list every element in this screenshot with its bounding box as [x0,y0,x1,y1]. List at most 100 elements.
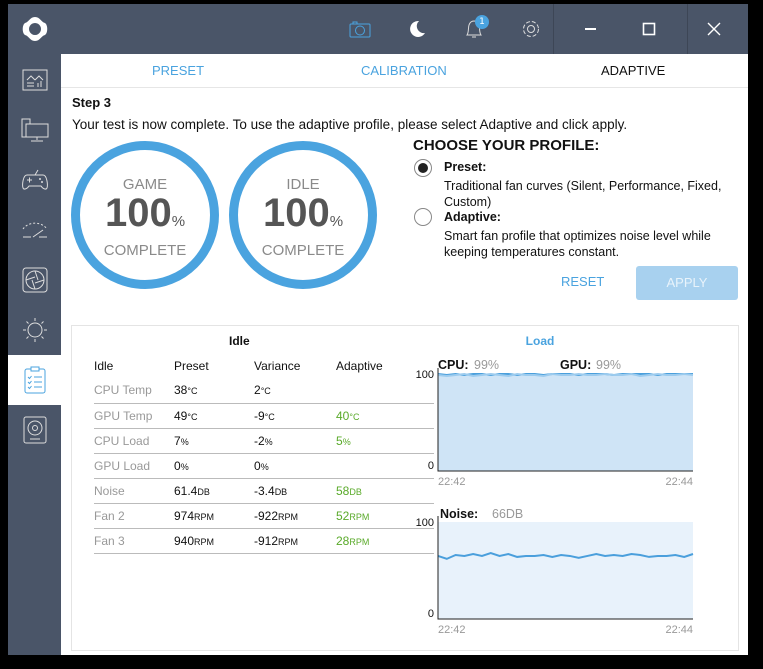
table-title: Idle [229,334,250,348]
step-message: Your test is now complete. To use the ad… [72,117,628,132]
cell-value: -912 [254,533,279,548]
cell-unit: °C [187,386,198,397]
cell-unit: DB [274,486,288,497]
gear-icon [523,21,539,37]
cell-value: 28 [336,533,350,548]
cell-value: -922 [254,508,279,523]
sidebar-item-adaptive[interactable] [8,355,61,405]
cell: 0% [174,453,254,479]
cell: 28RPM [336,528,434,554]
cell-unit: % [180,461,189,472]
sidebar-item-performance[interactable] [8,205,61,255]
cell-unit: DB [197,486,210,497]
cell: 2°C [254,378,336,404]
cell-unit: % [260,461,269,472]
cell-value: -2 [254,433,265,448]
column-header: Preset [174,359,209,373]
screenshot-button[interactable] [335,4,385,54]
dark-mode-button[interactable] [392,4,442,54]
cell: 61.4DB [174,478,254,504]
results-table: Idle Preset Variance Adaptive CPU Temp 38°C 2°… [94,354,434,554]
adaptive-radio[interactable] [414,208,432,226]
bell-icon [466,20,482,38]
cell-value: 38 [174,383,188,398]
step-title: Step 3 [72,95,112,110]
idle-progress-ring: IDLE 100% COMPLETE [229,141,377,289]
cell-unit: DB [349,486,362,497]
metric-label: GPU: [560,358,591,372]
cell-value: -3.4 [254,483,275,498]
close-button[interactable] [689,4,739,54]
cell-unit: °C [349,411,360,422]
table-row: GPU Temp 49°C -9°C 40°C [94,403,434,429]
maximize-icon [642,22,656,36]
reset-button[interactable]: RESET [561,274,605,289]
column-header: Idle [94,359,114,373]
table-row: CPU Load 7% -2% 5% [94,428,434,454]
tab-calibration[interactable]: CALIBRATION [361,63,447,78]
cell: -3.4DB [254,478,336,504]
row-label: Fan 3 [94,528,174,554]
preset-option-title: Preset: [444,160,487,174]
metric-value: 99% [596,358,621,372]
cell-unit: RPM [194,511,215,522]
cell-unit: RPM [194,536,215,547]
sidebar-item-fan[interactable] [8,255,61,305]
metric-value: 66DB [492,507,523,521]
settings-button[interactable] [506,4,556,54]
metric-label: CPU: [438,358,469,372]
sidebar-item-gaming[interactable] [8,155,61,205]
sidebar-item-lighting[interactable] [8,305,61,355]
series-line [437,551,694,560]
cell-value: 52 [336,508,350,523]
adaptive-option-title: Adaptive: [444,210,501,224]
app-logo-icon [8,4,61,54]
ring-value: 100 [262,191,330,235]
sidebar-item-audio[interactable] [8,405,61,455]
tab-adaptive[interactable]: ADAPTIVE [601,63,666,78]
cell-value: 49 [174,408,188,423]
cell-unit: % [264,436,273,447]
y-tick-label: 0 [428,608,434,620]
results-panel: Idle Idle Preset Variance Adaptive CPU Temp 3… [71,325,739,651]
cell-value: 58 [336,483,350,498]
cell-value: 5 [336,433,343,448]
notification-badge: 1 [475,15,489,29]
cell-unit: RPM [278,536,299,547]
apply-button[interactable]: APPLY [636,266,738,300]
cell-unit: RPM [349,536,370,547]
preset-radio[interactable] [414,159,432,177]
y-tick-label: 100 [416,517,434,529]
x-tick-label: 22:44 [665,624,693,636]
cell-value: -9 [254,408,265,423]
sidebar-item-monitor[interactable] [8,105,61,155]
cell: 974RPM [174,503,254,529]
y-tick-label: 100 [416,369,434,381]
x-tick-label: 22:42 [438,476,466,488]
cell: 7% [174,428,254,454]
maximize-button[interactable] [624,4,674,54]
cell: -912RPM [254,528,336,554]
cell-unit: RPM [278,511,299,522]
notifications-button[interactable]: 1 [449,4,499,54]
sidebar [8,4,61,655]
cell: 5% [336,428,434,454]
sidebar-item-dashboard[interactable] [8,55,61,105]
cell-value: 40 [336,408,350,423]
cell-value: 7 [174,433,181,448]
tab-preset[interactable]: PRESET [152,63,205,78]
profile-heading: CHOOSE YOUR PROFILE: [413,137,600,154]
adaptive-option-desc: Smart fan profile that optimizes noise l… [444,229,711,259]
checklist-icon [24,366,45,394]
row-label: GPU Load [94,453,174,479]
brightness-icon [22,318,47,342]
cell: 58DB [336,478,434,504]
speedometer-icon [22,222,47,238]
row-label: CPU Temp [94,378,174,404]
minimize-icon [585,28,596,30]
minimize-button[interactable] [566,4,616,54]
cell-unit: RPM [349,511,370,522]
preset-option-desc: Traditional fan curves (Silent, Performa… [444,179,722,209]
row-label: Noise [94,478,174,504]
ring-label: GAME [122,176,168,193]
